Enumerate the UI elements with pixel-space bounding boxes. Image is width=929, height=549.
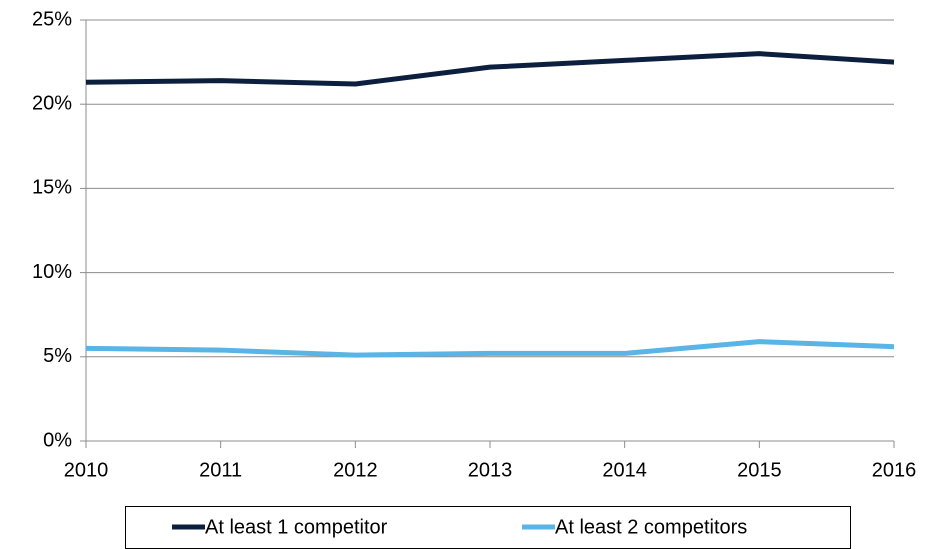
x-tick-label: 2014 [602,459,647,481]
x-tick-label: 2016 [872,459,917,481]
legend-label: At least 2 competitors [555,516,747,538]
y-tick-label: 25% [32,8,72,30]
y-tick-label: 20% [32,92,72,114]
y-tick-label: 10% [32,261,72,283]
x-tick-label: 2015 [737,459,782,481]
x-tick-label: 2010 [64,459,109,481]
y-tick-label: 0% [43,429,72,451]
legend-box [125,506,851,549]
x-tick-label: 2012 [333,459,378,481]
legend-label: At least 1 competitor [205,516,388,538]
series-line [85,51,895,87]
x-tick-label: 2011 [199,459,242,481]
series-line [85,339,895,358]
y-tick-label: 15% [32,177,72,199]
x-tick-label: 2013 [468,459,513,481]
y-tick-label: 5% [43,345,72,367]
